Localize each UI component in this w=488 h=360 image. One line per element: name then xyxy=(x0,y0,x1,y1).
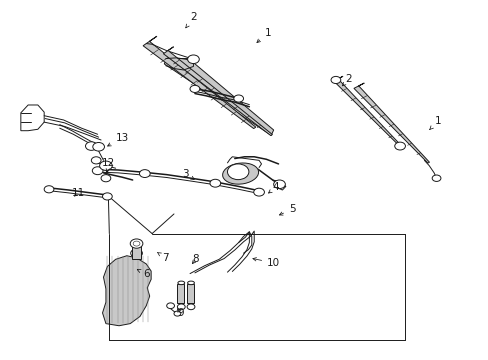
Text: 13: 13 xyxy=(107,133,128,146)
Circle shape xyxy=(93,143,104,151)
Polygon shape xyxy=(102,256,151,326)
Text: 12: 12 xyxy=(102,158,115,172)
Text: 11: 11 xyxy=(71,188,84,198)
FancyBboxPatch shape xyxy=(187,284,194,303)
Text: 8: 8 xyxy=(192,254,199,264)
Polygon shape xyxy=(143,36,255,129)
Text: 4: 4 xyxy=(268,182,279,193)
Circle shape xyxy=(227,164,248,180)
Circle shape xyxy=(130,249,142,257)
Text: 7: 7 xyxy=(157,252,169,263)
Ellipse shape xyxy=(187,281,194,285)
Text: 10: 10 xyxy=(252,258,280,268)
Text: 5: 5 xyxy=(279,204,295,215)
Polygon shape xyxy=(353,83,428,163)
Circle shape xyxy=(233,95,243,102)
Polygon shape xyxy=(164,59,273,135)
Text: 2: 2 xyxy=(342,74,352,86)
Circle shape xyxy=(190,85,200,93)
Circle shape xyxy=(92,167,103,175)
Text: 9: 9 xyxy=(177,308,183,318)
Text: 3: 3 xyxy=(182,168,194,180)
Circle shape xyxy=(102,193,112,200)
Circle shape xyxy=(431,175,440,181)
Circle shape xyxy=(44,186,54,193)
FancyBboxPatch shape xyxy=(177,284,184,303)
Ellipse shape xyxy=(222,163,258,184)
Circle shape xyxy=(174,311,181,316)
Circle shape xyxy=(130,239,142,248)
Text: 1: 1 xyxy=(256,28,271,42)
Circle shape xyxy=(139,170,150,177)
Circle shape xyxy=(166,303,174,309)
Polygon shape xyxy=(163,47,272,136)
Ellipse shape xyxy=(178,281,184,285)
Text: 1: 1 xyxy=(429,116,441,130)
FancyBboxPatch shape xyxy=(131,244,141,259)
Circle shape xyxy=(100,161,112,170)
Text: 6: 6 xyxy=(137,269,149,279)
Polygon shape xyxy=(333,76,400,146)
Circle shape xyxy=(330,76,340,84)
Circle shape xyxy=(273,180,285,189)
Circle shape xyxy=(101,175,111,182)
Circle shape xyxy=(91,157,101,164)
Circle shape xyxy=(187,55,199,64)
Circle shape xyxy=(209,179,220,187)
Circle shape xyxy=(253,188,264,196)
Circle shape xyxy=(394,142,405,150)
Circle shape xyxy=(177,304,185,310)
Text: 2: 2 xyxy=(185,13,196,28)
Circle shape xyxy=(187,304,195,310)
Circle shape xyxy=(85,142,97,150)
